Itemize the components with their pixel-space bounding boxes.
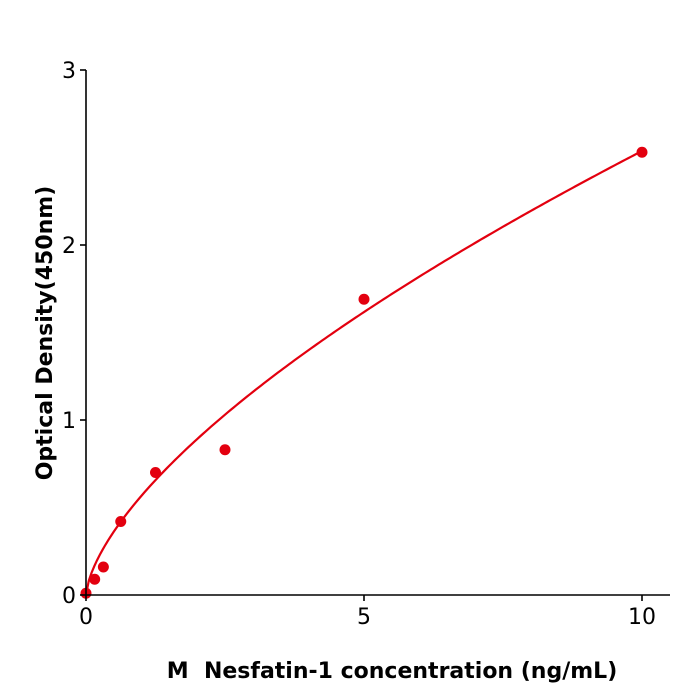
x-tick-label: 0 — [79, 605, 93, 630]
y-axis-label: Optical Density(450nm) — [33, 186, 58, 481]
x-tick-label: 5 — [357, 605, 371, 630]
x-tick-label: 10 — [628, 605, 656, 630]
data-point — [115, 516, 127, 527]
data-point — [219, 444, 231, 456]
fit-curve — [84, 150, 643, 596]
y-tick-label: 3 — [62, 59, 76, 84]
y-tick-label: 1 — [62, 409, 76, 434]
data-point — [97, 561, 109, 573]
x-axis-label: M Nesfatin-1 concentration (ng/mL) — [167, 659, 618, 684]
data-point — [636, 146, 648, 158]
data-point — [150, 467, 161, 478]
y-tick-label: 2 — [62, 234, 76, 259]
y-tick-label: 0 — [62, 584, 76, 609]
data-point — [358, 293, 370, 305]
data-point — [89, 573, 101, 585]
